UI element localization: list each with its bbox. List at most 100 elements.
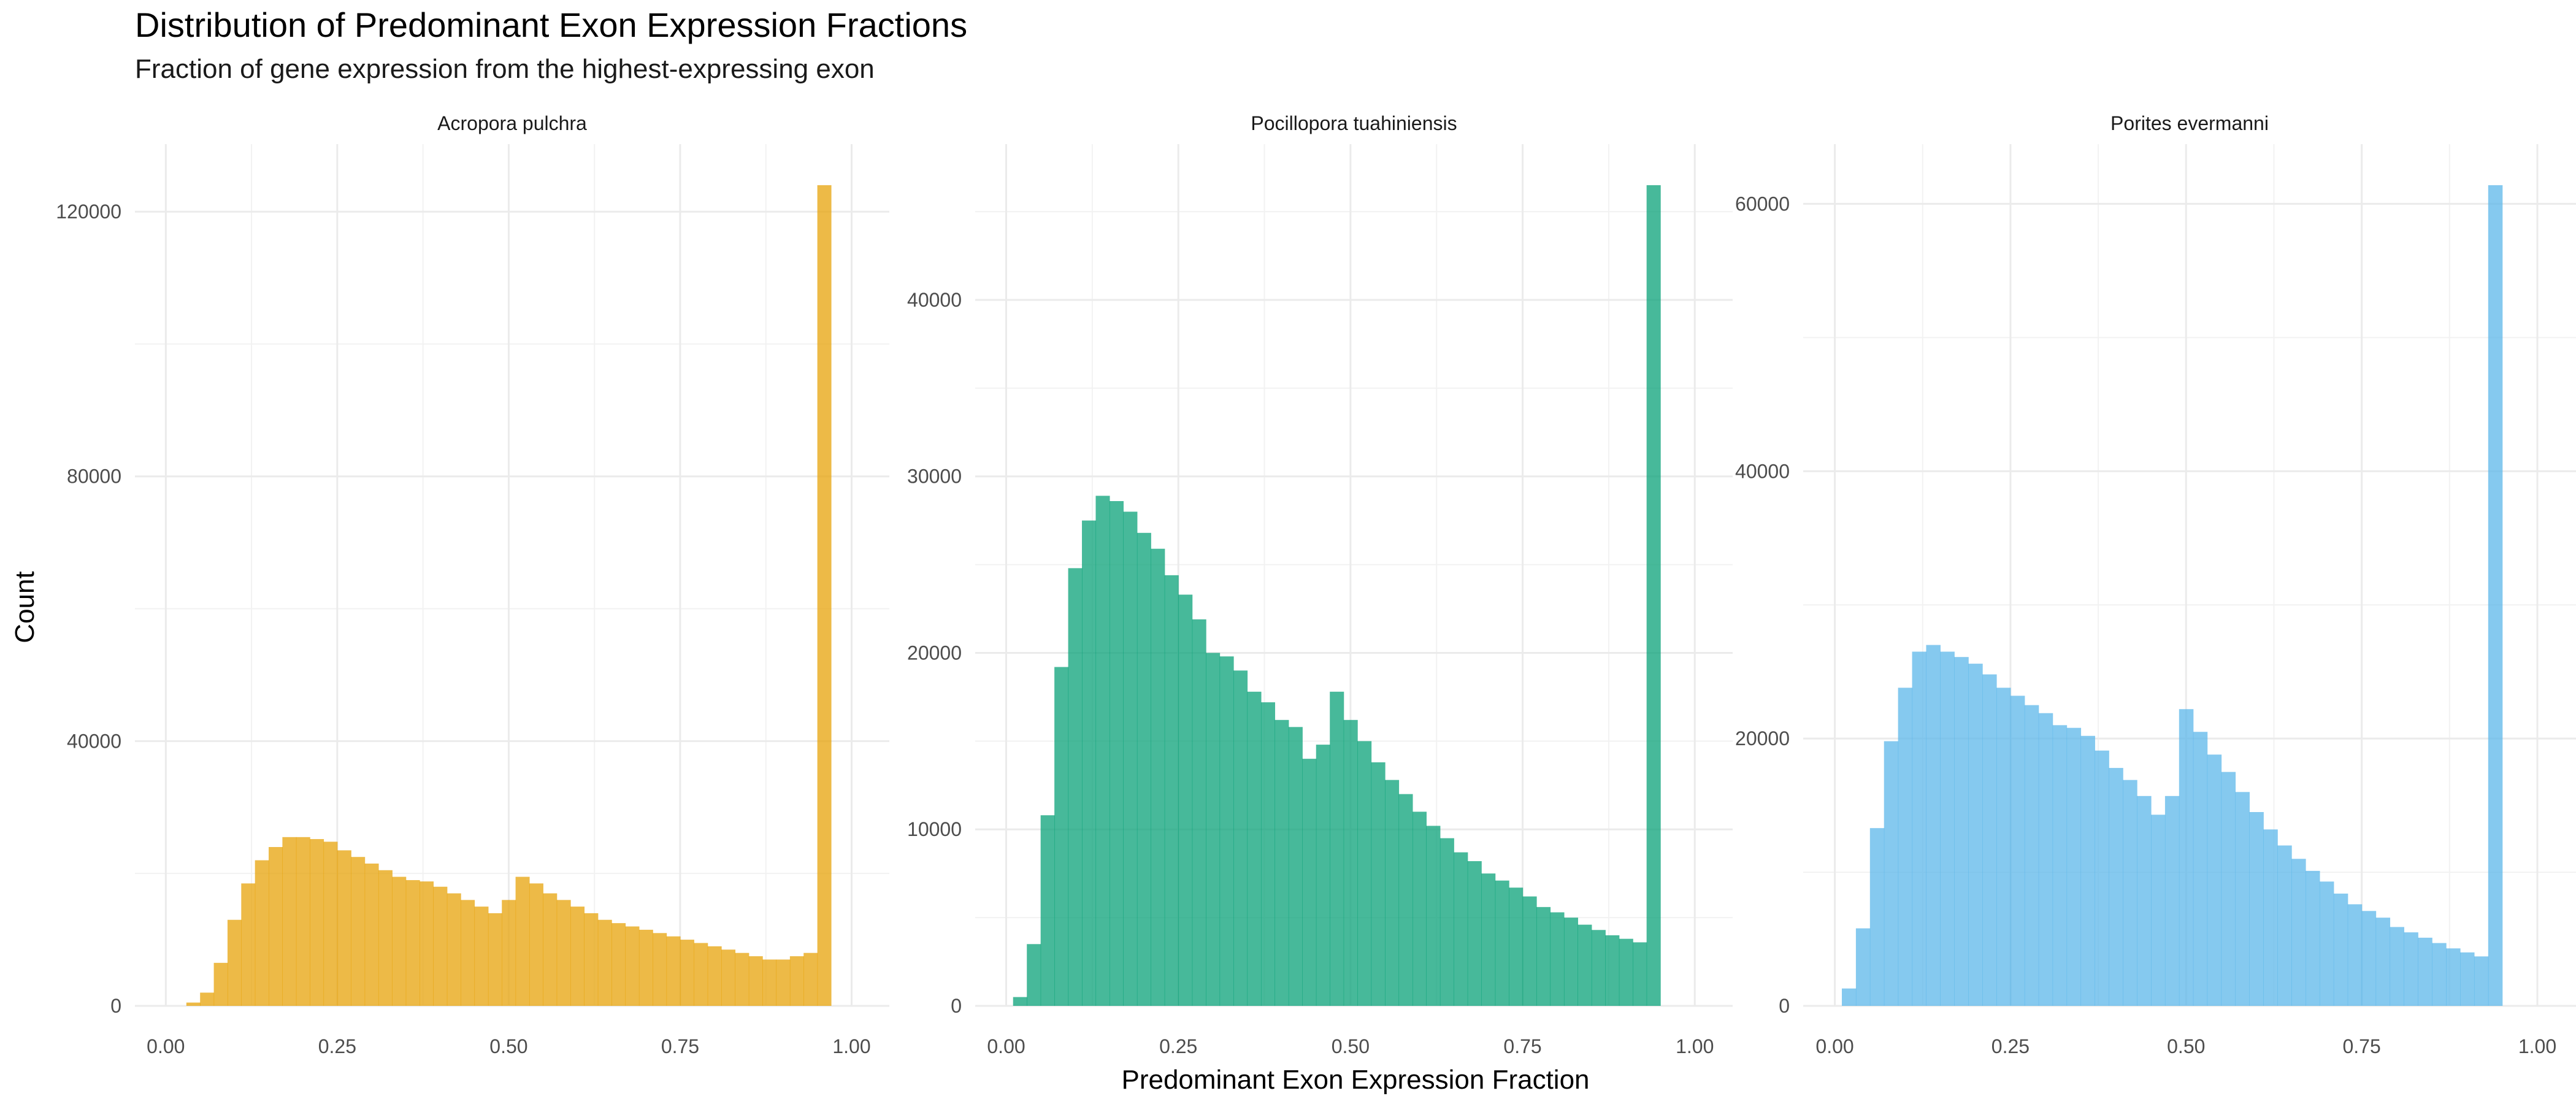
acropora-pulchra-bar: [378, 870, 393, 1006]
chart-title: Distribution of Predominant Exon Express…: [135, 6, 968, 44]
porites-evermanni-bar: [2221, 772, 2236, 1006]
acropora-pulchra-y-tick-label: 80000: [67, 466, 121, 488]
porites-evermanni-bar: [2137, 795, 2152, 1006]
acropora-pulchra-bar: [433, 886, 448, 1006]
pocillopora-tuahiniensis-bar: [1495, 880, 1509, 1006]
porites-evermanni-bar: [1855, 928, 1871, 1006]
pocillopora-tuahiniensis-y-tick-label: 40000: [907, 289, 962, 311]
porites-evermanni-bar: [2291, 859, 2306, 1006]
pocillopora-tuahiniensis-bar: [1027, 944, 1041, 1006]
porites-evermanni-y-tick-label: 40000: [1735, 460, 1790, 482]
acropora-pulchra-bar: [310, 839, 324, 1006]
acropora-pulchra-x-tick-label: 0.00: [147, 1035, 185, 1057]
acropora-pulchra-x-tick-label: 0.25: [318, 1035, 356, 1057]
pocillopora-tuahiniensis-bar: [1454, 852, 1468, 1006]
porites-evermanni-bar: [2277, 845, 2292, 1006]
pocillopora-tuahiniensis-y-tick-label: 30000: [907, 466, 962, 488]
porites-evermanni-bar: [2446, 948, 2461, 1006]
acropora-pulchra-bar: [323, 841, 338, 1006]
porites-evermanni-bar: [1842, 988, 1857, 1006]
acropora-pulchra-bar: [803, 953, 818, 1006]
x-axis-title: Predominant Exon Expression Fraction: [1121, 1065, 1589, 1095]
porites-evermanni-bar: [2432, 943, 2447, 1006]
acropora-pulchra-bar: [392, 876, 407, 1006]
pocillopora-tuahiniensis-x-tick-label: 0.00: [987, 1035, 1025, 1057]
pocillopora-tuahiniensis-bar: [1563, 918, 1578, 1006]
acropora-pulchra-bar: [461, 900, 475, 1006]
pocillopora-tuahiniensis-y-tick-label: 10000: [907, 818, 962, 840]
pocillopora-tuahiniensis-x-tick-label: 0.50: [1332, 1035, 1370, 1057]
porites-evermanni-x-tick-label: 0.25: [1991, 1035, 2030, 1057]
acropora-pulchra-bar: [364, 863, 379, 1006]
acropora-pulchra-bar: [735, 953, 749, 1006]
pocillopora-tuahiniensis-bar: [1371, 762, 1386, 1006]
porites-evermanni-bar: [2066, 727, 2082, 1006]
pocillopora-tuahiniensis-bar: [1550, 912, 1565, 1006]
porites-evermanni-x-tick-label: 0.75: [2342, 1035, 2380, 1057]
pocillopora-tuahiniensis-panel-title: Pocillopora tuahiniensis: [1251, 112, 1457, 134]
pocillopora-tuahiniensis-bar: [1054, 667, 1069, 1006]
pocillopora-tuahiniensis-bar: [1013, 997, 1027, 1006]
acropora-pulchra-bar: [707, 946, 722, 1006]
porites-evermanni-bar: [2249, 812, 2264, 1006]
pocillopora-tuahiniensis-bar: [1357, 741, 1372, 1006]
pocillopora-tuahiniensis-bar: [1219, 656, 1234, 1006]
acropora-pulchra-bar: [653, 933, 667, 1006]
acropora-pulchra-panel-title: Acropora pulchra: [437, 112, 587, 134]
acropora-pulchra-bar: [638, 929, 653, 1006]
porites-evermanni-bar: [1940, 651, 1955, 1006]
porites-evermanni-bar: [1869, 828, 1885, 1006]
porites-evermanni-y-tick-label: 0: [1779, 995, 1790, 1017]
acropora-pulchra-bar: [666, 936, 681, 1006]
acropora-pulchra-bar: [625, 926, 640, 1006]
acropora-pulchra-bar: [762, 959, 777, 1006]
porites-evermanni-bar: [1996, 688, 2011, 1006]
acropora-pulchra-bar: [282, 837, 297, 1006]
porites-evermanni-y-tick-label: 60000: [1735, 193, 1790, 215]
porites-evermanni-bar: [2052, 725, 2068, 1006]
porites-evermanni-bar: [2164, 795, 2180, 1006]
pocillopora-tuahiniensis-bar: [1260, 702, 1275, 1006]
pocillopora-tuahiniensis-bar: [1577, 924, 1592, 1006]
acropora-pulchra-bar: [351, 857, 366, 1006]
porites-evermanni-bar: [2179, 709, 2194, 1006]
acropora-pulchra-bar: [611, 923, 626, 1006]
acropora-pulchra-bar: [474, 907, 489, 1006]
pocillopora-tuahiniensis-bar: [1481, 873, 1496, 1006]
pocillopora-tuahiniensis-y-tick-label: 0: [951, 995, 962, 1017]
porites-evermanni-bar: [2474, 956, 2489, 1006]
pocillopora-tuahiniensis-bar: [1343, 719, 1358, 1006]
acropora-pulchra-bar: [817, 185, 832, 1006]
porites-evermanni-bar: [2080, 735, 2095, 1006]
acropora-pulchra-bar: [584, 913, 599, 1006]
pocillopora-tuahiniensis-bar: [1192, 619, 1206, 1006]
porites-evermanni-bar: [2193, 732, 2208, 1006]
acropora-pulchra-y-tick-label: 0: [110, 995, 121, 1017]
acropora-pulchra-x-tick-label: 0.50: [489, 1035, 527, 1057]
pocillopora-tuahiniensis-bar: [1288, 727, 1303, 1006]
acropora-pulchra-bar: [776, 959, 791, 1006]
porites-evermanni-bar: [1982, 674, 1997, 1006]
pocillopora-tuahiniensis-bar: [1619, 938, 1633, 1006]
pocillopora-tuahiniensis-bar: [1275, 719, 1289, 1006]
pocillopora-tuahiniensis-bar: [1247, 691, 1262, 1006]
acropora-pulchra-y-tick-label: 40000: [67, 730, 121, 752]
porites-evermanni-bar: [2038, 713, 2053, 1006]
pocillopora-tuahiniensis-bar: [1206, 653, 1221, 1006]
porites-evermanni-y-tick-label: 20000: [1735, 727, 1790, 749]
pocillopora-tuahiniensis-bar: [1633, 942, 1647, 1006]
porites-evermanni-bar: [2306, 870, 2320, 1006]
acropora-pulchra-bar: [721, 949, 736, 1006]
porites-evermanni-bar: [1954, 657, 1969, 1006]
porites-evermanni-bar: [2361, 911, 2377, 1006]
acropora-pulchra-bar: [543, 893, 558, 1006]
porites-evermanni-bar: [2095, 750, 2109, 1006]
acropora-pulchra-bar: [255, 860, 269, 1006]
acropora-pulchra-bar: [269, 847, 283, 1006]
pocillopora-tuahiniensis-bar: [1467, 861, 1482, 1006]
pocillopora-tuahiniensis-bar: [1412, 811, 1427, 1006]
acropora-pulchra-bar: [748, 956, 763, 1006]
acropora-pulchra-bar: [420, 881, 434, 1006]
porites-evermanni-bar: [1884, 741, 1899, 1006]
